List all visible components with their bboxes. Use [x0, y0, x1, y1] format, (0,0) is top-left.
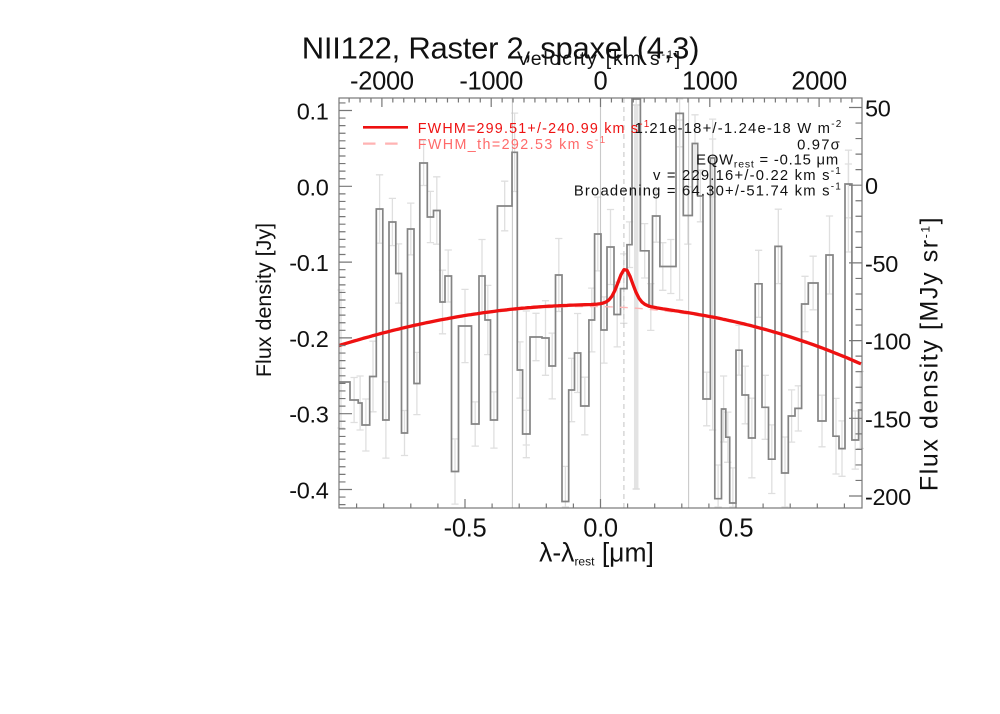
svg-text:-0.4: -0.4 — [289, 478, 329, 504]
svg-text:FWHM_th=292.53 km s-1: FWHM_th=292.53 km s-1 — [418, 135, 607, 153]
svg-text:0.1: 0.1 — [297, 99, 329, 125]
svg-text:NII122, Raster 2, spaxel (4,3): NII122, Raster 2, spaxel (4,3) — [302, 31, 699, 66]
svg-text:Flux density [MJy sr-1]: Flux density [MJy sr-1] — [916, 216, 944, 491]
svg-text:-100: -100 — [865, 329, 911, 355]
svg-text:50: 50 — [865, 96, 891, 122]
svg-text:-200: -200 — [865, 484, 911, 510]
svg-text:-0.2: -0.2 — [289, 326, 328, 352]
svg-text:1.21e-18+/-1.24e-18 W m-2: 1.21e-18+/-1.24e-18 W m-2 — [635, 119, 843, 137]
svg-text:-2000: -2000 — [350, 67, 414, 95]
svg-text:Flux density [Jy]: Flux density [Jy] — [252, 223, 276, 377]
svg-text:-0.1: -0.1 — [289, 250, 328, 276]
svg-text:1000: 1000 — [682, 67, 738, 95]
svg-text:-150: -150 — [865, 406, 911, 432]
svg-text:-1000: -1000 — [459, 67, 523, 95]
svg-text:0: 0 — [865, 173, 878, 199]
svg-text:0.0: 0.0 — [583, 515, 618, 543]
svg-text:0: 0 — [594, 67, 608, 95]
svg-text:-0.5: -0.5 — [444, 515, 487, 543]
svg-text:-0.3: -0.3 — [289, 402, 329, 428]
svg-text:0.0: 0.0 — [297, 174, 329, 200]
svg-text:v = 229.16+/-0.22 km s-1: v = 229.16+/-0.22 km s-1 — [653, 166, 842, 184]
svg-text:EQWrest = -0.15 μm: EQWrest = -0.15 μm — [696, 152, 839, 170]
svg-text:-50: -50 — [865, 251, 898, 277]
svg-text:λ-λrest [μm]: λ-λrest [μm] — [539, 538, 654, 569]
svg-text:FWHM=299.51+/-240.99 km s-1: FWHM=299.51+/-240.99 km s-1 — [418, 119, 651, 137]
svg-text:0.5: 0.5 — [719, 515, 754, 543]
svg-text:0.97σ: 0.97σ — [797, 138, 841, 154]
svg-text:Velocity [km s-1]: Velocity [km s-1] — [517, 48, 682, 70]
svg-text:2000: 2000 — [791, 67, 847, 95]
svg-text:Broadening = 64.30+/-51.74 km: Broadening = 64.30+/-51.74 km s-1 — [574, 181, 842, 199]
